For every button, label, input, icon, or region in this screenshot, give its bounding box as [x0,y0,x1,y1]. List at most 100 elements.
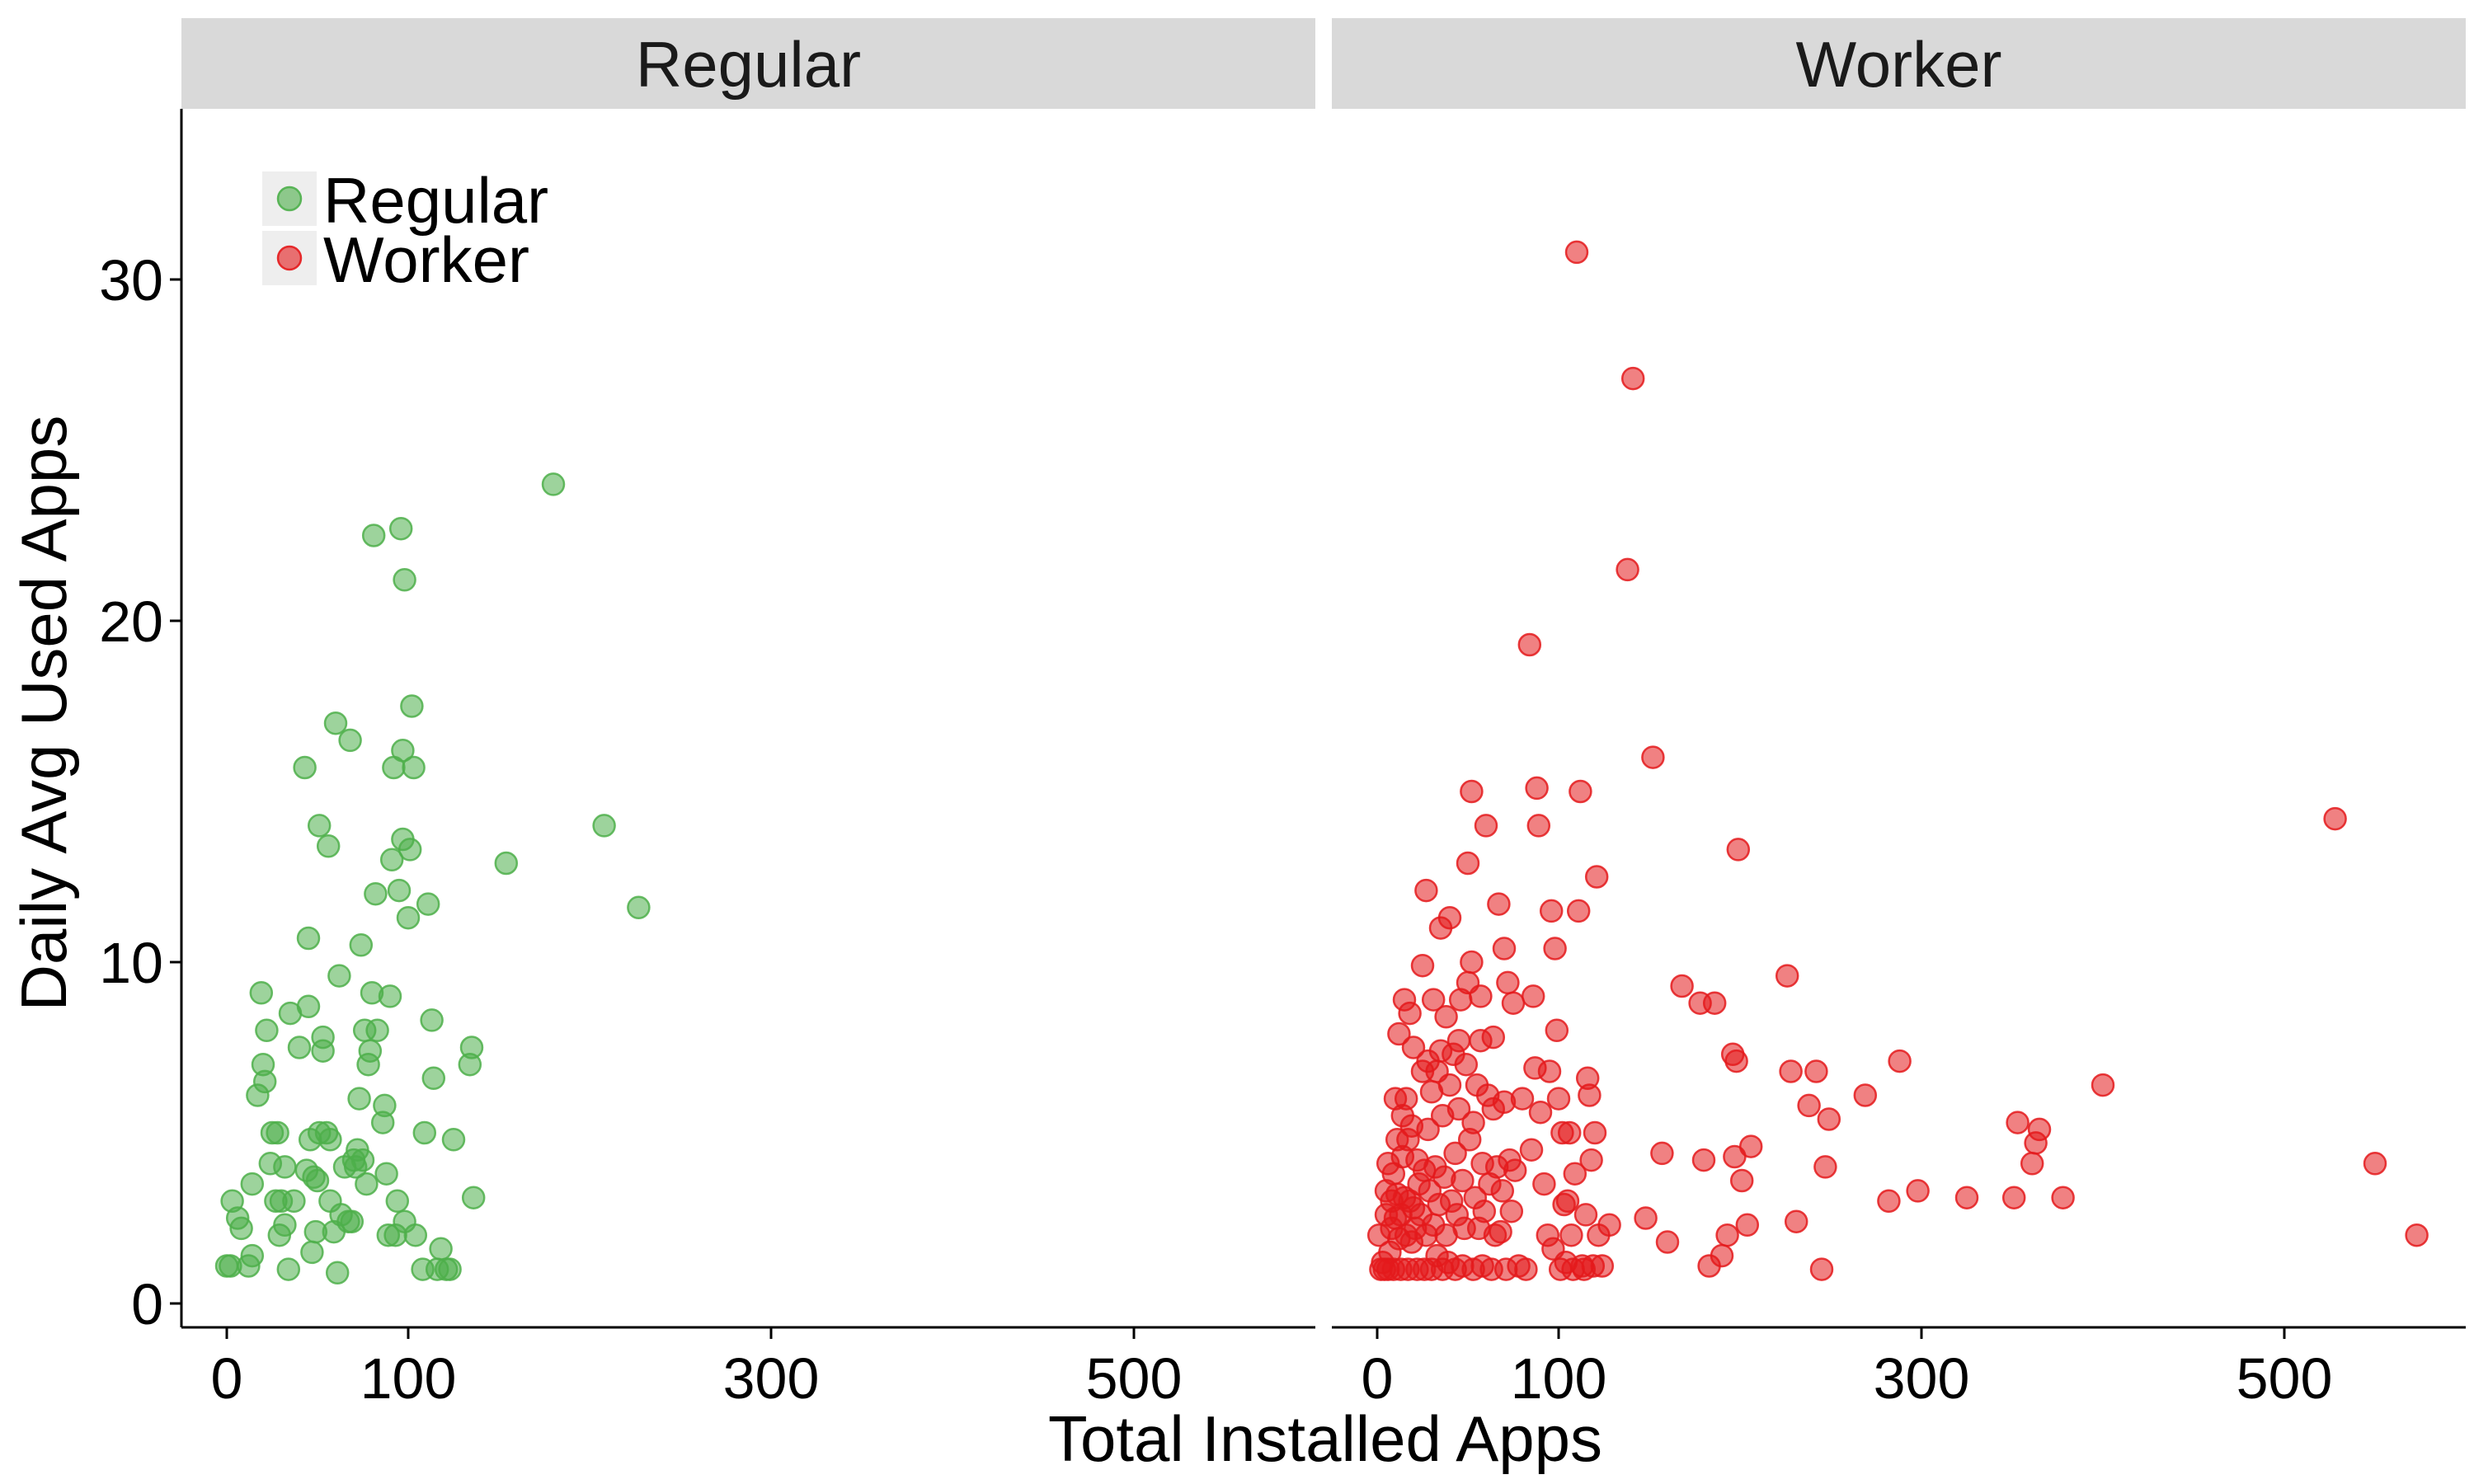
x-tick-label: 100 [360,1346,457,1411]
data-point [1584,865,1609,889]
data-point [461,1186,486,1209]
data-point [1545,1018,1569,1043]
data-point [1655,1230,1680,1254]
data-point [1446,1097,1471,1121]
data-point [416,892,440,916]
data-point [282,1189,306,1214]
data-point [438,1257,462,1281]
data-point [338,728,362,753]
data-point [2020,1152,2044,1176]
data-point [459,1036,484,1059]
data-point [1499,1199,1524,1223]
data-point [1489,1219,1512,1244]
data-point [1490,1179,1515,1203]
data-point [325,1261,350,1285]
data-point [403,1223,428,1247]
data-point [1738,1134,1763,1158]
data-point [397,838,422,862]
data-point [296,926,321,951]
y-tick-label: 30 [99,248,163,312]
data-point [316,834,341,858]
data-point [1641,745,1665,769]
data-point [1460,779,1484,804]
data-point [429,1237,453,1261]
data-point [541,472,566,496]
data-point [1797,1093,1821,1118]
panel-regular: Regular 0 10 20 30 0 100 300 500 [99,18,1315,1411]
data-point [1634,1206,1658,1230]
data-point [627,895,651,920]
data-point [1877,1189,1901,1214]
data-point [1446,1028,1471,1053]
data-point [1735,1213,1760,1237]
data-point [1472,1199,1497,1223]
data-point [1414,878,1438,903]
data-point [1437,1073,1462,1097]
data-point [2006,1111,2030,1134]
data-point [2405,1223,2429,1247]
data-point [318,1128,342,1152]
x-axis: 0 100 300 500 [181,1326,1315,1411]
x-tick-label: 500 [1086,1346,1183,1411]
y-tick-label: 10 [99,931,163,995]
panel-title: Worker [1796,28,2002,101]
data-point [378,984,402,1008]
data-point [1590,1254,1615,1278]
x-tick-label: 300 [1874,1346,1970,1411]
data-point [2051,1186,2075,1209]
data-point [1813,1155,1837,1179]
data-point [1563,1162,1587,1186]
data-point [365,1018,389,1043]
data-point [1555,1189,1580,1214]
data-point [1519,1138,1544,1162]
data-point [1616,557,1639,582]
data-point [1510,1087,1535,1111]
data-point [273,1155,297,1179]
data-point [229,1216,253,1241]
data-point [1546,1087,1571,1111]
data-point [1460,950,1484,974]
data-point [1557,1120,1582,1145]
data-point [273,1213,297,1237]
data-point [420,1008,444,1032]
data-point [300,1240,324,1265]
data-point [1804,1059,1828,1083]
data-point [349,933,374,957]
legend-key-regular [276,186,303,212]
data-point [1566,899,1591,923]
x-tick-label: 100 [1511,1346,1607,1411]
data-point [1543,937,1567,960]
data-point [1528,1100,1553,1125]
data-point [1650,1141,1674,1166]
data-point [1525,776,1549,801]
data-point [374,1162,398,1186]
data-point [421,1066,446,1091]
data-point [1443,1141,1467,1166]
data-point [1434,1005,1458,1029]
data-point [1456,851,1480,876]
data-point [293,755,317,780]
data-point [1537,1059,1562,1083]
data-point [252,1069,277,1094]
data-point [2001,1186,2026,1209]
data-point [1421,988,1446,1012]
data-point [441,1128,466,1152]
data-point [1559,1223,1583,1247]
data-point [276,1257,301,1281]
legend-label-regular: Regular [323,164,548,237]
data-point [1670,974,1694,998]
legend-key-worker [276,245,303,271]
legend: Regular Worker [262,164,548,296]
data-point [1906,1179,1930,1203]
data-point [340,1209,365,1233]
data-point [1784,1209,1808,1233]
data-point [1710,1243,1734,1268]
data-point [1579,1148,1603,1172]
data-point [1569,779,1592,804]
data-point [1775,964,1799,988]
legend-label-worker: Worker [323,223,529,296]
data-point [1451,1168,1475,1193]
data-point [2027,1117,2052,1142]
data-point [358,1039,383,1063]
